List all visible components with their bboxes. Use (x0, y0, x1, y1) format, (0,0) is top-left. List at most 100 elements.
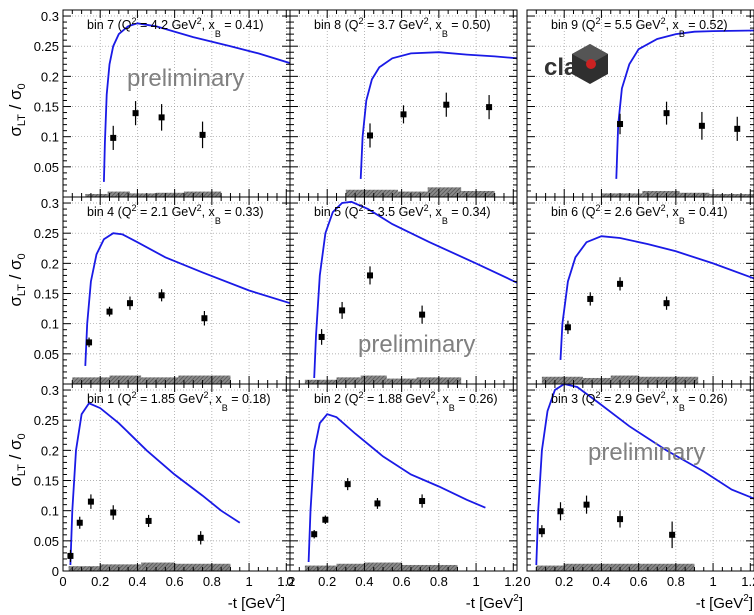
systematics-bar (461, 190, 495, 197)
systematics-band (345, 187, 495, 197)
watermark-preliminary-bottom: preliminary (588, 439, 705, 466)
x-tick-label: 0.6 (393, 574, 411, 589)
x-tick-label: 1 (245, 574, 252, 589)
ticks (62, 383, 290, 572)
data-point (669, 531, 676, 538)
data-points (86, 289, 208, 348)
systematics-bar (397, 191, 428, 197)
data-point (400, 111, 407, 118)
systematics-bar (638, 376, 699, 384)
data-point (367, 272, 374, 279)
data-point (419, 498, 426, 505)
data-point (419, 311, 426, 318)
y-tick-label: 0.05 (34, 347, 59, 362)
ticks (526, 9, 754, 198)
data-point (617, 280, 624, 287)
x-tick-label: 0 (286, 574, 293, 589)
y-title-over-sigma: / σ (6, 89, 25, 114)
systematics-band (541, 375, 699, 384)
panel-frame (62, 383, 291, 572)
y-tick-label: 0.15 (34, 100, 59, 115)
systematics-band (68, 562, 231, 571)
ticks (62, 196, 290, 385)
watermark-preliminary-middle: preliminary (358, 331, 475, 358)
data-point (311, 531, 318, 538)
x-tick-label: 0.8 (203, 574, 221, 589)
data-point (564, 324, 571, 331)
grid (527, 384, 754, 571)
data-point (126, 300, 133, 307)
x-tick-label: 1 (709, 574, 716, 589)
y-title-over-sigma: / σ (6, 259, 25, 284)
panel-frame (526, 9, 754, 198)
systematics-bar (68, 566, 101, 571)
data-points (311, 478, 426, 539)
y-tick-label: 0.2 (41, 256, 59, 271)
clas-logo-cube-face (572, 44, 608, 64)
bin-label: bin 2 (Q2 = 1.88 GeV2, xB = 0.26) (314, 390, 498, 413)
y-tick-label: 0.05 (34, 160, 59, 175)
data-points (564, 277, 670, 334)
svg-text:σLT / σ0: σLT / σ0 (6, 433, 28, 486)
data-point (587, 295, 594, 302)
model-curve (359, 51, 517, 179)
x-tick-label: 0.8 (430, 574, 448, 589)
model-curve (615, 29, 754, 179)
panel-bin-7: 0.05 0.1 0.15 0.2 0.25 0.3 bin 7 (Q2 = 4.2 GeV… (34, 9, 291, 198)
x-axis-title-col1: -t [GeV2] (228, 593, 285, 612)
data-point (318, 333, 325, 340)
x-tick-label: 0.6 (630, 574, 648, 589)
ticks (289, 196, 517, 385)
bin-label: bin 3 (Q2 = 2.9 GeV2, xB = 0.26) (551, 390, 728, 413)
data-points (617, 101, 741, 141)
data-point (199, 131, 206, 138)
clas-logo: clas (544, 44, 608, 84)
grid (290, 384, 517, 571)
model-curve (307, 413, 486, 563)
y-tick-label: 0.25 (34, 226, 59, 241)
systematics-bar (304, 379, 337, 384)
systematics-bar (345, 189, 398, 197)
systematics-bar (336, 563, 365, 571)
grid (63, 10, 290, 197)
data-point (698, 122, 705, 129)
x-tick-label: 0.4 (128, 574, 146, 589)
x-tick-label: 1 (472, 574, 479, 589)
x-tick-label: 0 (523, 574, 530, 589)
x-tick-label: 0.4 (355, 574, 373, 589)
data-point (344, 481, 351, 488)
systematics-bar (536, 565, 565, 571)
x-tick-label: 0.2 (555, 574, 573, 589)
bin-label: bin 9 (Q2 = 5.5 GeV2, xB = 0.52) (551, 16, 728, 39)
ticks (289, 9, 517, 198)
ticks (526, 383, 754, 572)
bin-label: bin 6 (Q2 = 2.6 GeV2, xB = 0.41) (551, 203, 728, 226)
data-point (110, 134, 117, 141)
data-point (663, 110, 670, 117)
systematics-bar (610, 563, 643, 571)
systematics-bar (178, 375, 231, 384)
y-tick-label: 0.3 (41, 196, 59, 211)
panel-frame (62, 196, 291, 385)
systematics-bar (109, 375, 142, 384)
data-point (443, 101, 450, 108)
y-tick-label: 0.05 (34, 534, 59, 549)
model-curve (103, 22, 290, 182)
data-point (158, 114, 165, 121)
y-tick-label: 0.3 (41, 9, 59, 24)
panel-bin-5: bin 5 (Q2 = 3.5 GeV2, xB = 0.34) (289, 196, 518, 385)
data-point (734, 125, 741, 132)
svg-text:σLT / σ0: σLT / σ0 (6, 253, 28, 306)
data-point (67, 552, 74, 559)
systematics-bar (360, 375, 387, 384)
y-title-sigma: σ (6, 296, 25, 307)
systematics-bar (141, 377, 179, 384)
panel-frame (62, 9, 291, 198)
grid (290, 197, 517, 384)
ticks (62, 9, 290, 198)
systematics-band (85, 191, 222, 197)
data-point (583, 501, 590, 508)
grid (527, 10, 754, 197)
y-title-sub-0: 0 (16, 83, 28, 89)
panel-frame (289, 383, 518, 572)
